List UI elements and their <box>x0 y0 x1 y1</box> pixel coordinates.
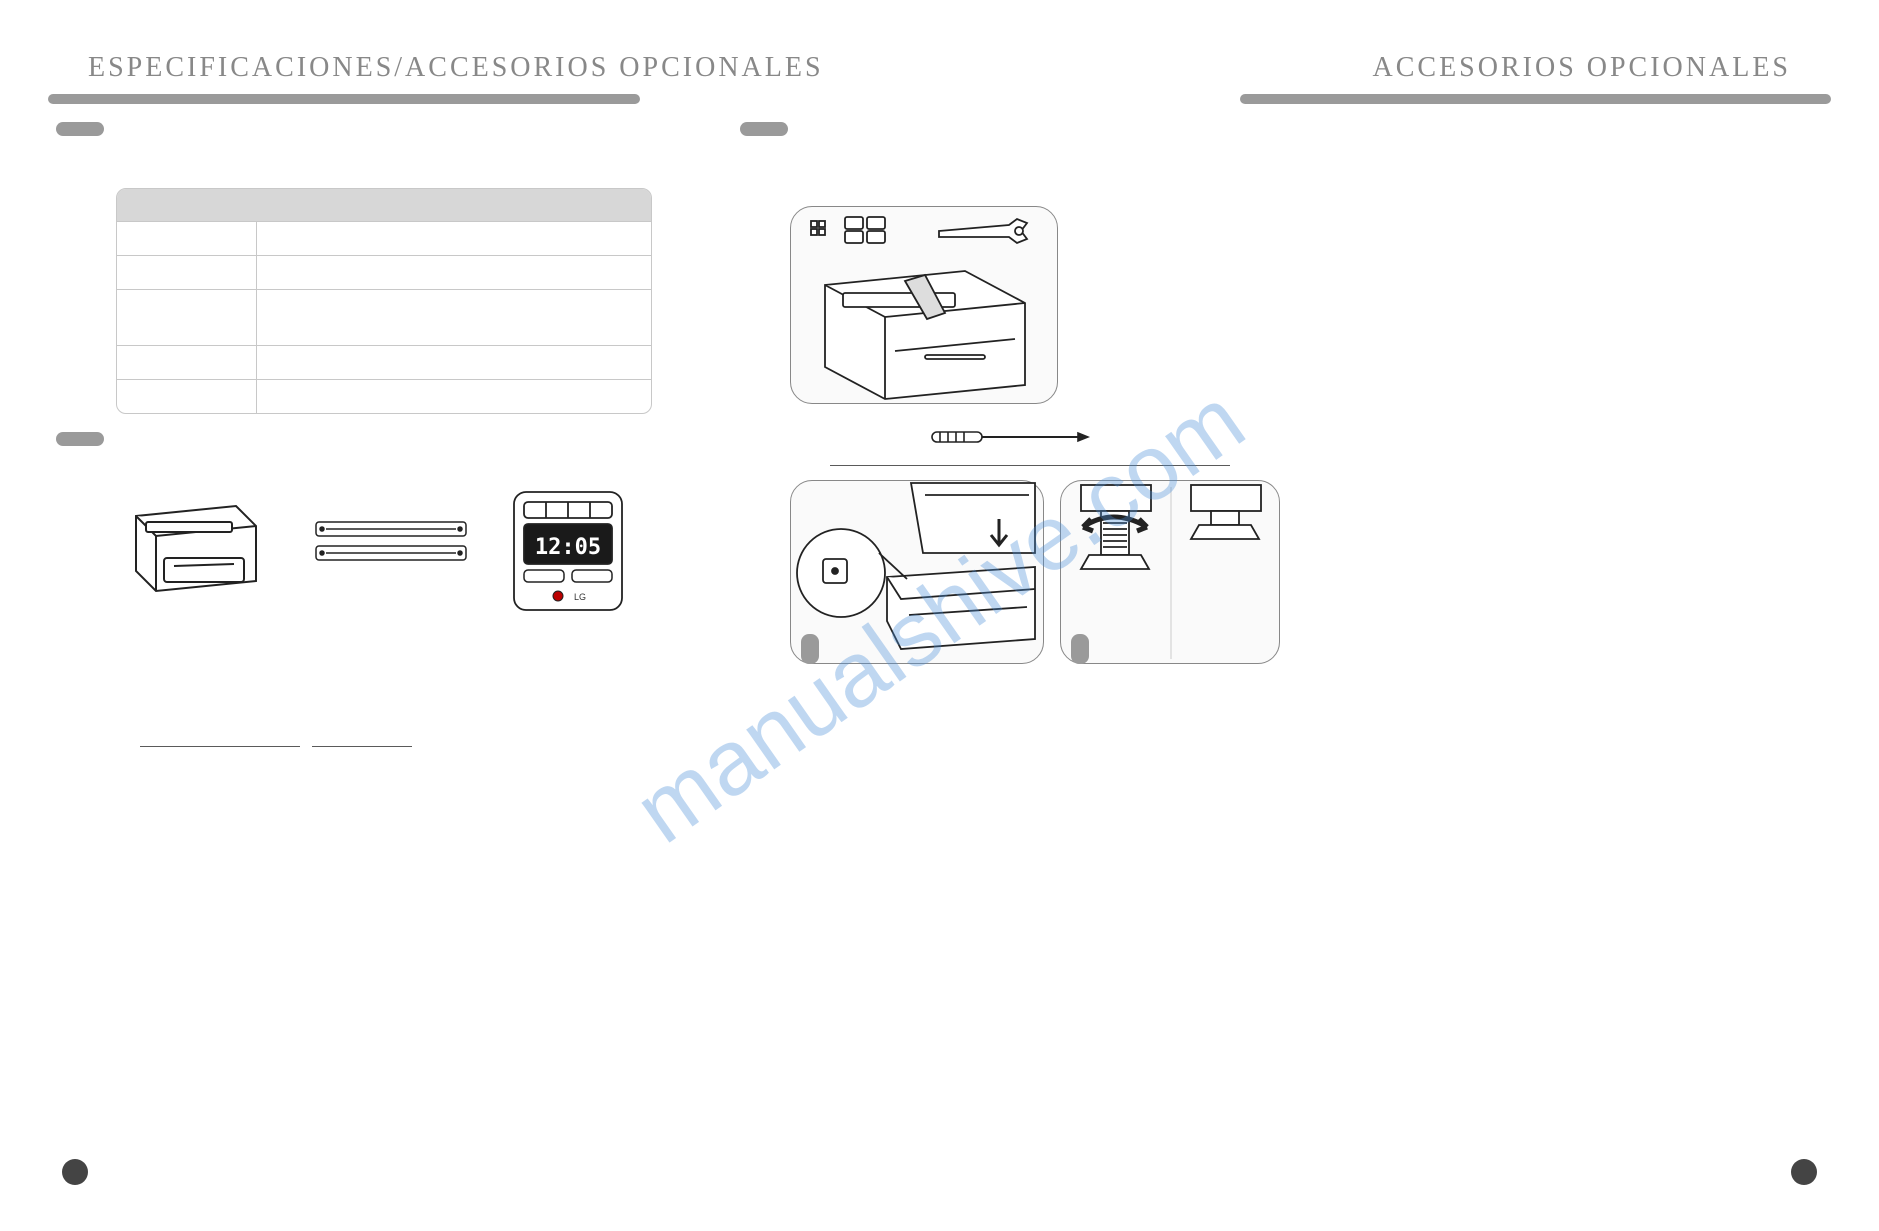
accessory-storage-drawer <box>116 486 266 616</box>
table-row <box>117 221 651 255</box>
spec-table-head <box>117 189 651 221</box>
lg-logo-icon <box>1791 1159 1817 1185</box>
table-row <box>117 379 651 413</box>
page-right: ACCESORIOS OPCIONALES <box>940 0 1879 1231</box>
pedestal-hardware-card <box>790 206 1058 404</box>
drawer-icon <box>116 486 266 606</box>
section-marker-pill <box>56 122 104 136</box>
right-header-rule <box>1240 94 1832 104</box>
section-marker-pill <box>740 122 788 136</box>
right-title: ACCESORIOS OPCIONALES <box>1373 52 1792 84</box>
accessory-remote-timer: 12:05 LG <box>508 486 658 616</box>
washer-pedestal-icon <box>791 481 1045 665</box>
spec-table <box>116 188 652 414</box>
table-row <box>117 289 651 345</box>
washer-pedestal-card <box>790 480 1044 664</box>
remote-timer-icon: 12:05 LG <box>508 486 628 616</box>
screwdriver-icon <box>930 420 1090 454</box>
leveling-feet-icon <box>1061 481 1281 665</box>
lg-logo-icon <box>62 1159 88 1185</box>
left-header-rule <box>48 94 640 104</box>
underline-rule <box>140 746 300 747</box>
left-title: ESPECIFICACIONES/ACCESORIOS OPCIONALES <box>88 52 824 84</box>
accessory-row: 12:05 LG <box>116 486 658 616</box>
card-tab <box>1071 634 1089 664</box>
pedestal-hardware-icon <box>791 207 1059 405</box>
underline-rule <box>312 746 412 747</box>
timer-display: 12:05 <box>535 535 601 560</box>
accessory-stacking-kit <box>312 486 462 616</box>
table-row <box>117 255 651 289</box>
card-tab <box>801 634 819 664</box>
section-marker-pill <box>56 432 104 446</box>
stacking-kit-icon <box>312 516 472 586</box>
leveling-feet-card <box>1060 480 1280 664</box>
table-row <box>117 345 651 379</box>
brand-label: LG <box>574 592 586 602</box>
divider-rule <box>830 465 1230 466</box>
